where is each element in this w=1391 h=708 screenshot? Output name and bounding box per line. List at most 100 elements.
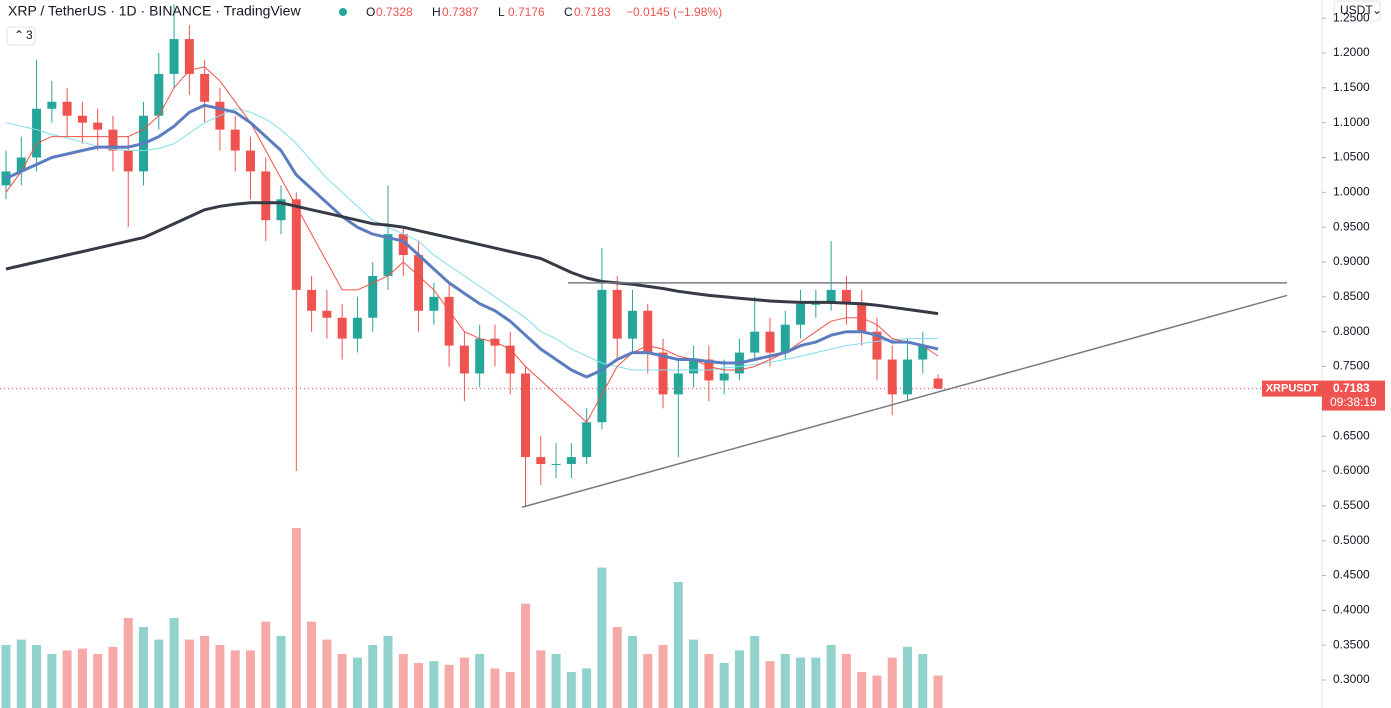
volume-bar	[154, 639, 164, 708]
volume-bar	[841, 654, 851, 708]
symbol-tag	[1262, 380, 1322, 397]
candle-body	[307, 289, 317, 311]
volume-bar	[47, 654, 57, 708]
support-line	[521, 294, 1288, 508]
volume-bar	[903, 646, 913, 708]
y-tick-label: 0.7500	[1333, 359, 1370, 373]
change: −0.0145 (−1.98%)	[626, 5, 722, 19]
volume-bar	[215, 645, 225, 708]
volume-bar	[536, 650, 546, 708]
toggle-arrow: ⌃	[14, 28, 24, 42]
candle-body	[291, 199, 301, 290]
candle-body	[383, 234, 393, 276]
candle-body	[322, 310, 332, 318]
volume-bar	[734, 650, 744, 708]
candle-body	[566, 457, 576, 465]
ohlc-label: O	[366, 5, 375, 19]
volume-bar	[184, 639, 194, 708]
candle-body	[261, 171, 271, 221]
volume-bar	[765, 661, 775, 708]
volume-bar	[230, 650, 240, 708]
volume-bar	[444, 664, 454, 708]
volume-bar	[307, 621, 317, 708]
ohlc-label: H	[432, 5, 441, 19]
volume-bar	[261, 621, 271, 708]
volume-bar	[704, 654, 714, 708]
volume-bar	[368, 645, 378, 708]
candle-body	[673, 373, 683, 395]
y-tick-label: 1.2500	[1333, 10, 1370, 24]
volume-bar	[429, 661, 439, 708]
volume-bar	[811, 657, 821, 708]
candle-body	[459, 345, 469, 374]
candle-body	[597, 289, 607, 423]
y-tick-label: 0.4000	[1333, 603, 1370, 617]
candle-body	[1, 171, 11, 186]
candle-body	[903, 359, 913, 395]
candle-body	[475, 338, 485, 374]
volume-bar	[887, 657, 897, 708]
y-tick-label: 0.6000	[1333, 463, 1370, 477]
candle-body	[765, 331, 775, 353]
currency-button[interactable]	[1333, 0, 1381, 22]
candle-body	[32, 108, 42, 158]
indicator-count: 3	[26, 28, 33, 42]
candle-body	[108, 129, 118, 151]
candle-body	[429, 296, 439, 311]
volume-bar	[689, 639, 699, 708]
indicator-toggle[interactable]	[6, 26, 36, 46]
candle-body	[582, 422, 592, 458]
volume-bar	[566, 672, 576, 708]
volume-bar	[352, 657, 362, 708]
candle-body	[123, 150, 133, 172]
candle-body	[719, 373, 729, 381]
ohlc-value: 0.7328	[376, 5, 413, 19]
volume-bar	[582, 668, 592, 708]
ohlc-label: C	[564, 5, 573, 19]
candle-body	[276, 199, 286, 221]
candle-body	[414, 255, 424, 311]
candle-body	[200, 73, 210, 102]
volume-bar	[521, 603, 531, 708]
candle-body	[16, 157, 26, 172]
volume-bar	[857, 672, 867, 708]
symbol-tag-label: XRPUSDT	[1266, 382, 1319, 394]
volume-bar	[32, 645, 42, 708]
y-tick-label: 1.2000	[1333, 45, 1370, 59]
volume-bar	[673, 582, 683, 708]
y-tick-label: 0.8500	[1333, 289, 1370, 303]
volume-bar	[612, 627, 622, 708]
candle-body	[154, 73, 164, 116]
candle-body	[811, 303, 821, 305]
volume-bar	[796, 657, 806, 708]
candle-body	[230, 129, 240, 151]
candle-body	[245, 150, 255, 172]
volume-bar	[108, 646, 118, 708]
candle-body	[551, 464, 561, 466]
countdown: 09:38:19	[1330, 395, 1377, 409]
volume-bar	[322, 639, 332, 708]
candle-body	[337, 317, 347, 339]
y-tick-label: 1.1000	[1333, 115, 1370, 129]
candle-body	[184, 39, 194, 74]
volume-bar	[16, 639, 26, 708]
y-tick-label: 0.3500	[1333, 637, 1370, 651]
ohlc-value: 0.7387	[442, 5, 479, 19]
candle-body	[689, 359, 699, 374]
candle-body	[612, 289, 622, 339]
y-tick-label: 0.8000	[1333, 324, 1370, 338]
volume-bar	[826, 645, 836, 708]
volume-bar	[475, 654, 485, 708]
volume-bar	[505, 672, 515, 708]
volume-bar	[337, 654, 347, 708]
candle-body	[93, 122, 103, 130]
header: XRP / TetherUS · 1D · BINANCE · TradingV…	[6, 3, 722, 46]
moving-average	[5, 201, 939, 316]
y-tick-label: 1.1500	[1333, 80, 1370, 94]
ohlc-value: 0.7183	[574, 5, 611, 19]
y-tick-label: 0.9500	[1333, 219, 1370, 233]
volume-bar	[276, 636, 286, 708]
volume-bar	[750, 636, 760, 708]
candle-body	[521, 373, 531, 458]
volume-bar	[1, 645, 11, 708]
